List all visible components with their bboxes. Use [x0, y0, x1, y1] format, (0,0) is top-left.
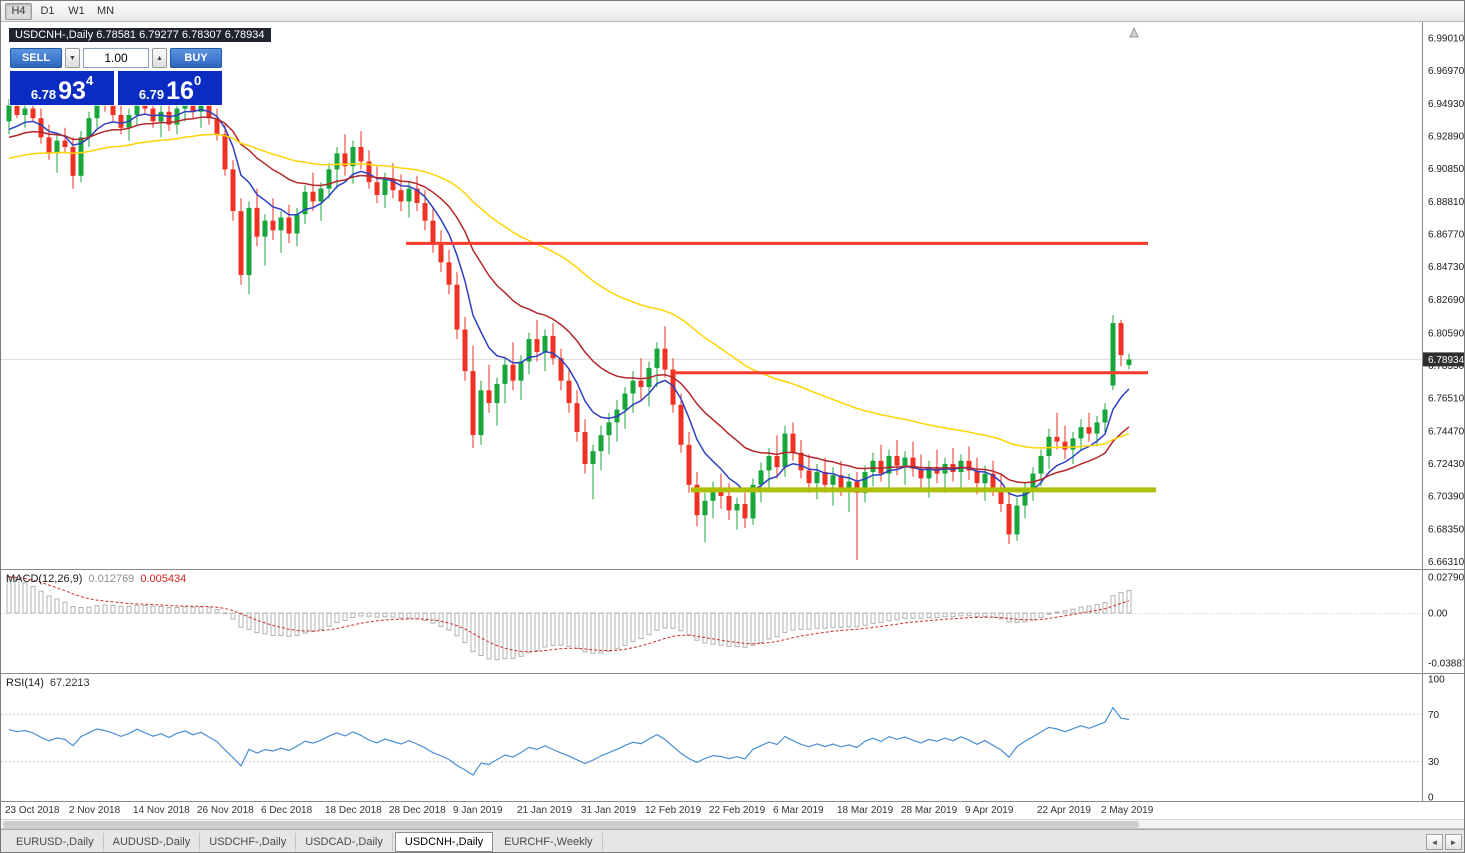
date-axis-label: 2 Nov 2018 — [69, 805, 121, 816]
price-axis-label: 6.68350 — [1428, 524, 1465, 535]
price-axis-label: 6.99010 — [1428, 34, 1465, 45]
date-axis-label: 6 Mar 2019 — [773, 805, 824, 816]
rsi-label: RSI(14) 67.2213 — [6, 677, 90, 689]
volume-input[interactable] — [83, 48, 149, 68]
buy-price-superscript: 0 — [193, 73, 202, 88]
buy-button[interactable]: BUY — [170, 48, 222, 68]
date-axis: 23 Oct 2018 2 Nov 2018 14 Nov 2018 26 Nov 2… — [1, 801, 1464, 819]
rsi-indicator-pane: 100 70 30 0 RSI(14) 67.2213 — [1, 673, 1464, 802]
sell-button[interactable]: SELL — [10, 48, 62, 68]
sell-price-button[interactable]: 6.78 93 4 — [10, 71, 114, 105]
macd-label: MACD(12,26,9) 0.012769 0.005434 — [6, 573, 186, 585]
tab-eurchf-weekly[interactable]: EURCHF-,Weekly — [495, 833, 603, 851]
date-axis-label: 9 Apr 2019 — [965, 805, 1014, 816]
timeframe-d1-button[interactable]: D1 — [34, 3, 61, 20]
timeframe-mn-button[interactable]: MN — [92, 3, 119, 20]
buy-price-prefix: 6.79 — [138, 86, 165, 102]
sell-price-prefix: 6.78 — [30, 86, 57, 102]
date-axis-label: 18 Dec 2018 — [325, 805, 382, 816]
rsi-name: RSI(14) — [6, 677, 44, 689]
price-axis-label: 6.84730 — [1428, 262, 1465, 273]
candlesticks — [6, 87, 1132, 560]
price-axis-label: 6.96970 — [1428, 66, 1465, 77]
date-axis-label: 23 Oct 2018 — [5, 805, 60, 816]
sell-price-digits: 93 — [58, 76, 86, 105]
price-axis-label: 6.72430 — [1428, 459, 1465, 470]
horizontal-scrollbar[interactable] — [1, 819, 1464, 829]
date-axis-label: 6 Dec 2018 — [261, 805, 313, 816]
price-axis-label: 6.92890 — [1428, 132, 1465, 143]
current-price-tag: 6.78934 — [1423, 352, 1465, 367]
scrollbar-thumb[interactable] — [3, 821, 1139, 828]
price-chart-area[interactable]: 6.99010 6.96970 6.94930 6.92890 6.90850 6.888… — [1, 22, 1465, 569]
macd-axis-label: 0.00 — [1428, 609, 1448, 620]
buy-price-button[interactable]: 6.79 16 0 — [118, 71, 222, 105]
price-axis-label: 6.94930 — [1428, 99, 1465, 110]
rsi-axis-label: 30 — [1428, 757, 1440, 768]
price-chart-svg: 6.99010 6.96970 6.94930 6.92890 6.90850 6.888… — [1, 22, 1465, 569]
date-axis-label: 31 Jan 2019 — [581, 805, 637, 816]
rsi-value: 67.2213 — [49, 677, 90, 689]
price-axis-label: 6.80590 — [1428, 328, 1465, 339]
rsi-axis-label: 0 — [1428, 793, 1434, 802]
price-axis-label: 6.90850 — [1428, 164, 1465, 175]
rsi-axis-label: 100 — [1428, 675, 1445, 686]
ma-21-line — [8, 116, 1130, 484]
price-axis-label: 6.66310 — [1428, 557, 1465, 568]
price-axis-label: 6.86770 — [1428, 229, 1465, 240]
macd-value: 0.012769 — [88, 573, 135, 585]
date-axis-label: 22 Feb 2019 — [709, 805, 766, 816]
chart-symbol-title: USDCNH-,Daily 6.78581 6.79277 6.78307 6.… — [9, 28, 271, 42]
svg-text:6.78934: 6.78934 — [1428, 355, 1465, 366]
timeframe-h4-button[interactable]: H4 — [5, 2, 32, 20]
date-axis-label: 14 Nov 2018 — [133, 805, 190, 816]
macd-name: MACD(12,26,9) — [6, 573, 83, 585]
buy-price-digits: 16 — [166, 76, 194, 105]
macd-axis-label: -0.038871 — [1428, 659, 1465, 670]
ma-55-line — [8, 133, 1130, 449]
date-axis-label: 9 Jan 2019 — [453, 805, 503, 816]
chart-tabs-bar: EURUSD-,Daily AUDUSD-,Daily USDCHF-,Dail… — [1, 829, 1464, 852]
ma-8-line — [8, 108, 1130, 497]
price-axis-label: 6.74470 — [1428, 426, 1465, 437]
tab-eurusd-daily[interactable]: EURUSD-,Daily — [7, 833, 104, 851]
date-axis-label: 18 Mar 2019 — [837, 805, 894, 816]
date-axis-label: 12 Feb 2019 — [645, 805, 702, 816]
tab-usdchf-daily[interactable]: USDCHF-,Daily — [200, 833, 297, 851]
date-axis-label: 2 May 2019 — [1101, 805, 1154, 816]
tab-audusd-daily[interactable]: AUDUSD-,Daily — [104, 833, 201, 851]
date-axis-label: 21 Jan 2019 — [517, 805, 573, 816]
macd-signal-value: 0.005434 — [140, 573, 187, 585]
date-axis-label: 28 Mar 2019 — [901, 805, 958, 816]
volume-increase-button[interactable]: ▲ — [152, 48, 167, 68]
tab-usdcnh-daily[interactable]: USDCNH-,Daily — [394, 832, 494, 852]
macd-indicator-pane: 0.027908 0.00 -0.038871 MACD(12,26,9) 0.012… — [1, 569, 1465, 673]
date-axis-label: 28 Dec 2018 — [389, 805, 446, 816]
macd-histogram — [6, 576, 1132, 661]
timeframe-w1-button[interactable]: W1 — [63, 3, 90, 20]
price-axis-label: 6.78550 — [1428, 361, 1465, 372]
price-axis-label: 6.70390 — [1428, 492, 1465, 503]
timeframe-toolbar: H4 D1 W1 MN — [1, 1, 1464, 22]
tabs-scroll-right-icon[interactable]: ► — [1445, 834, 1462, 850]
sell-price-superscript: 4 — [85, 73, 94, 88]
tabs-scroll-left-icon[interactable]: ◄ — [1426, 834, 1443, 850]
macd-signal-line — [8, 576, 1130, 653]
price-axis-label: 6.76510 — [1428, 394, 1465, 405]
tab-usdcad-daily[interactable]: USDCAD-,Daily — [296, 833, 393, 851]
chart-shift-marker[interactable] — [1129, 26, 1139, 38]
volume-decrease-button[interactable]: ▼ — [65, 48, 80, 68]
date-axis-label: 22 Apr 2019 — [1037, 805, 1091, 816]
price-axis-label: 6.88810 — [1428, 197, 1465, 208]
macd-svg: 0.027908 0.00 -0.038871 — [1, 569, 1465, 673]
macd-axis-label: 0.027908 — [1428, 573, 1465, 584]
rsi-svg: 100 70 30 0 — [1, 673, 1464, 802]
rsi-line — [8, 706, 1130, 776]
rsi-axis-label: 70 — [1428, 710, 1440, 721]
price-axis-label: 6.82690 — [1428, 295, 1465, 306]
date-axis-label: 26 Nov 2018 — [197, 805, 254, 816]
